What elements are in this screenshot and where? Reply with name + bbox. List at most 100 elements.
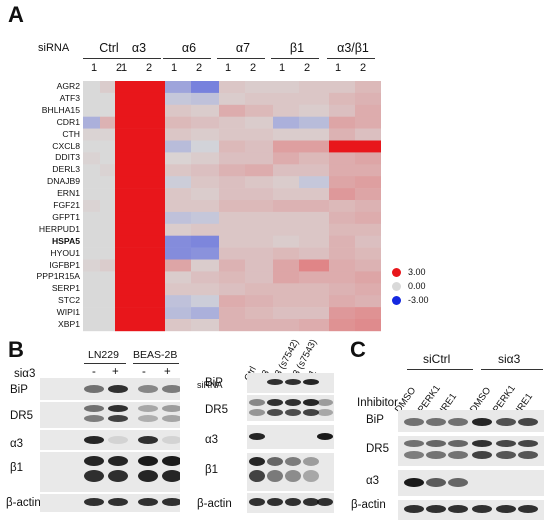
blot-band xyxy=(404,478,424,487)
replicate-1: 1 xyxy=(335,62,342,74)
blot-band xyxy=(426,478,446,487)
heatmap-cell xyxy=(355,200,381,213)
blot-band xyxy=(267,498,283,506)
heatmap-cell xyxy=(273,188,299,201)
heatmap-cell xyxy=(329,128,355,141)
replicate-1: 1 xyxy=(171,62,178,74)
heatmap-cell xyxy=(299,259,329,272)
blot-band xyxy=(303,498,319,506)
heatmap-cell xyxy=(83,259,100,272)
heatmap-cell xyxy=(219,92,245,106)
heatmap-cell xyxy=(245,283,273,296)
blot-band xyxy=(303,399,319,406)
heatmap-cell xyxy=(329,152,355,165)
blot-band xyxy=(426,440,446,447)
heatmap-cell xyxy=(219,247,245,260)
blot-band xyxy=(426,451,446,459)
heatmap-cell xyxy=(191,307,219,320)
blot-band xyxy=(317,433,333,440)
heatmap-cell xyxy=(219,235,245,248)
blot-band xyxy=(267,399,283,406)
heatmap-cell xyxy=(355,104,381,117)
heatmap-cell xyxy=(191,283,219,296)
heatmap-cell xyxy=(219,211,245,225)
heatmap-cell xyxy=(329,116,355,129)
heatmap-cell xyxy=(245,307,273,320)
heatmap-cell xyxy=(165,104,191,117)
heatmap-cell xyxy=(100,104,115,117)
blot-band xyxy=(496,418,516,426)
blot-b-right-row-0: BiP xyxy=(205,377,223,389)
heatmap-cell xyxy=(329,164,355,177)
blot-band xyxy=(267,470,283,482)
heatmap-group-3: α7 xyxy=(235,41,251,55)
heatmap-cell xyxy=(147,152,165,165)
heatmap-cell xyxy=(100,176,115,189)
sign-1: - xyxy=(92,366,96,378)
blot-band xyxy=(84,456,104,466)
heatmap-cell xyxy=(115,92,147,106)
heatmap-cell xyxy=(100,283,115,296)
heatmap-cell xyxy=(329,188,355,201)
gene-label-atf3: ATF3 xyxy=(59,92,80,103)
blot-band xyxy=(404,505,424,513)
blot-band xyxy=(472,505,492,513)
heatmap-group-bracket-3 xyxy=(217,58,265,59)
blot-b-left-row-2: α3 xyxy=(10,438,24,450)
gene-label-ppp1r15a: PPP1R15A xyxy=(36,271,80,282)
heatmap-cell xyxy=(245,104,273,117)
heatmap-cell xyxy=(219,200,245,213)
blot-band xyxy=(162,436,180,444)
heatmap-cell xyxy=(147,235,165,248)
heatmap-cell xyxy=(329,319,355,332)
heatmap-cell xyxy=(355,283,381,296)
heatmap-group-bracket-1 xyxy=(113,58,161,59)
gene-label-ddit3: DDIT3 xyxy=(55,152,80,163)
heatmap-cell xyxy=(355,81,381,94)
replicate-1: 1 xyxy=(121,62,128,74)
heatmap-cell xyxy=(273,128,299,141)
heatmap-cell xyxy=(83,200,100,213)
heatmap-cell xyxy=(100,295,115,308)
heatmap-cell xyxy=(115,152,147,165)
heatmap-cell xyxy=(165,319,191,332)
heatmap-cell xyxy=(299,128,329,141)
gene-label-agr2: AGR2 xyxy=(56,81,80,91)
heatmap-cell xyxy=(147,295,165,308)
blot-band xyxy=(303,409,319,416)
heatmap-group-0: Ctrl xyxy=(99,41,119,55)
heatmap-cell xyxy=(329,223,355,236)
blot-band xyxy=(285,409,301,416)
heatmap-cell xyxy=(191,92,219,106)
blot-b-left-row-3: β1 xyxy=(10,462,24,474)
heatmap-cell xyxy=(83,307,100,320)
blot-band xyxy=(496,451,516,459)
blot-band xyxy=(249,409,265,416)
heatmap-cell xyxy=(115,247,147,260)
heatmap-cell xyxy=(147,92,165,106)
blot-band xyxy=(317,399,333,406)
blot-band xyxy=(138,436,158,444)
gene-label-wipi1: WIPI1 xyxy=(56,307,80,318)
heatmap-cell xyxy=(329,235,355,248)
blot-strip xyxy=(40,430,180,450)
heatmap-cell xyxy=(355,319,381,332)
panel-a-letter: A xyxy=(8,2,24,27)
replicate-2: 2 xyxy=(360,62,367,74)
group-sictrl: siCtrl xyxy=(423,352,451,366)
blot-band xyxy=(138,385,158,393)
heatmap-cell xyxy=(273,319,299,332)
blot-band xyxy=(317,498,333,506)
heatmap-group-1: α3 xyxy=(131,41,147,55)
gene-label-cdr1: CDR1 xyxy=(56,116,80,127)
blot-band xyxy=(426,418,446,426)
heatmap-cell xyxy=(299,92,329,106)
heatmap-cell xyxy=(83,128,100,141)
heatmap-cell xyxy=(100,307,115,320)
blot-b-right-row-4: β-actin xyxy=(197,498,232,510)
heatmap-cell xyxy=(299,211,329,225)
heatmap-cell xyxy=(273,247,299,260)
heatmap-cell xyxy=(147,176,165,189)
blot-band xyxy=(108,498,128,506)
heatmap-cell xyxy=(355,235,381,248)
